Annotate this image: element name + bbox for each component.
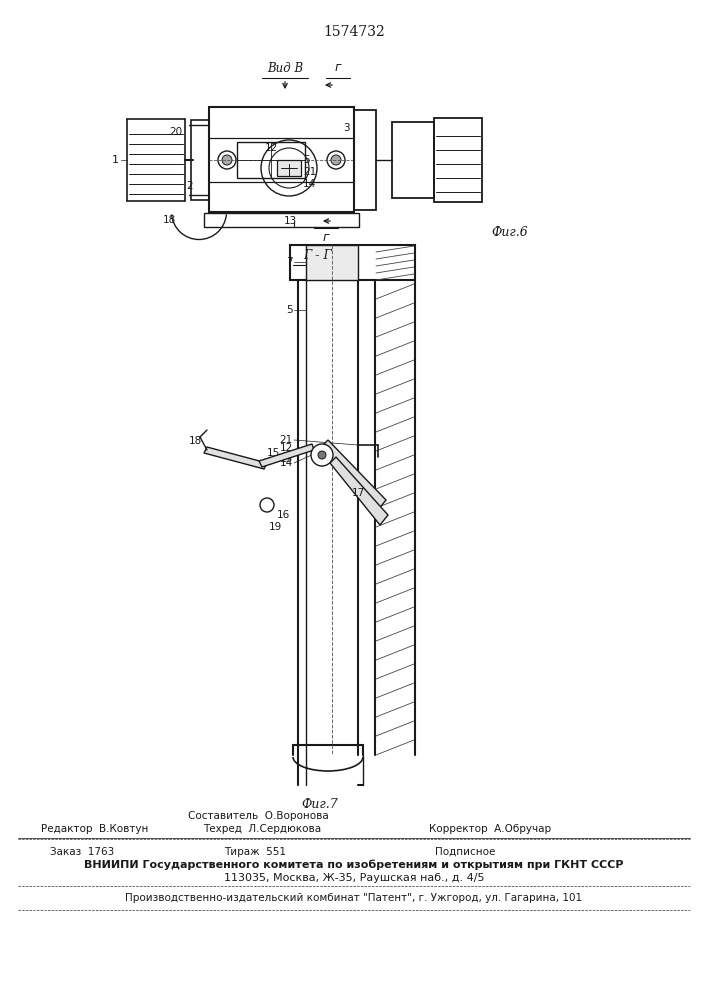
Text: 13: 13 [284, 216, 297, 226]
Circle shape [218, 151, 236, 169]
Text: 18: 18 [163, 215, 175, 225]
Bar [306, 245, 358, 280]
Text: 3: 3 [343, 123, 349, 133]
Circle shape [222, 155, 232, 165]
Bar [392, 122, 434, 198]
Text: Производственно-издательский комбинат "Патент", г. Ужгород, ул. Гагарина, 101: Производственно-издательский комбинат "П… [125, 893, 583, 903]
Text: Заказ  1763: Заказ 1763 [50, 847, 114, 857]
Polygon shape [259, 444, 314, 467]
Text: 15: 15 [267, 448, 280, 458]
Text: 113035, Москва, Ж-35, Раушская наб., д. 4/5: 113035, Москва, Ж-35, Раушская наб., д. … [223, 873, 484, 883]
Text: 21: 21 [303, 167, 316, 177]
Circle shape [311, 444, 333, 466]
Polygon shape [204, 447, 267, 469]
Text: 20: 20 [169, 127, 182, 137]
Text: 5: 5 [303, 155, 310, 165]
Circle shape [260, 498, 274, 512]
Text: 13: 13 [280, 454, 293, 464]
Bar [209, 107, 354, 212]
Text: Техред  Л.Сердюкова: Техред Л.Сердюкова [203, 824, 321, 834]
Text: 1574732: 1574732 [323, 25, 385, 39]
Circle shape [327, 151, 345, 169]
Bar [204, 213, 359, 227]
Text: г: г [334, 61, 341, 74]
Circle shape [318, 451, 326, 459]
Bar [277, 160, 301, 176]
Text: 12: 12 [280, 443, 293, 453]
Circle shape [331, 155, 341, 165]
Text: Фиг.6: Фиг.6 [491, 226, 528, 238]
Bar [191, 120, 209, 200]
Text: Фиг.7: Фиг.7 [302, 798, 339, 812]
Text: Тираж  551: Тираж 551 [224, 847, 286, 857]
Text: 19: 19 [269, 522, 282, 532]
Text: 18: 18 [189, 436, 202, 446]
Bar [290, 245, 415, 280]
Text: 2: 2 [186, 181, 192, 191]
Text: 21: 21 [280, 435, 293, 445]
Text: Подписное: Подписное [435, 847, 495, 857]
Circle shape [269, 148, 309, 188]
Text: 16: 16 [277, 510, 291, 520]
Polygon shape [318, 440, 386, 510]
Text: 12: 12 [264, 143, 278, 153]
Text: 14: 14 [280, 458, 293, 468]
Text: г: г [322, 231, 329, 244]
Text: Вид В: Вид В [267, 62, 303, 75]
Text: Корректор  А.Обручар: Корректор А.Обручар [429, 824, 551, 834]
Text: 14: 14 [303, 179, 316, 189]
Text: 1: 1 [112, 155, 119, 165]
Text: Г - Г: Г - Г [303, 249, 332, 262]
Text: 7: 7 [286, 257, 293, 267]
Bar [434, 118, 482, 202]
Bar [354, 110, 376, 210]
Text: Редактор  В.Ковтун: Редактор В.Ковтун [41, 824, 148, 834]
Bar [237, 142, 305, 178]
Text: 5: 5 [286, 305, 293, 315]
Text: Составитель  О.Воронова: Составитель О.Воронова [187, 811, 328, 821]
Text: ВНИИПИ Государственного комитета по изобретениям и открытиям при ГКНТ СССР: ВНИИПИ Государственного комитета по изоб… [84, 860, 624, 870]
Text: 17: 17 [352, 488, 366, 498]
Polygon shape [330, 457, 388, 525]
